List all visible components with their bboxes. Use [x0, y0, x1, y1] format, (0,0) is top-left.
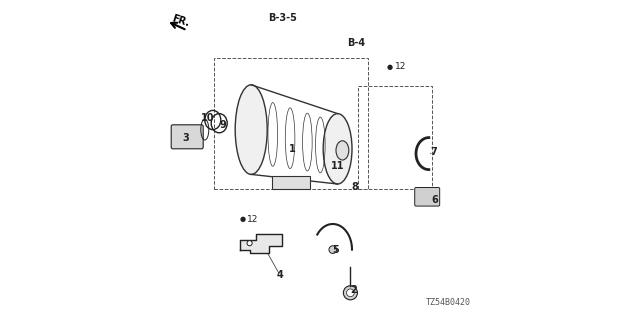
Text: 4: 4 [276, 270, 284, 280]
Text: 2: 2 [351, 284, 357, 295]
Text: 12: 12 [247, 215, 259, 224]
Text: ●: ● [387, 64, 393, 69]
Circle shape [329, 246, 337, 253]
Ellipse shape [236, 85, 268, 174]
Text: TZ54B0420: TZ54B0420 [426, 298, 470, 307]
FancyBboxPatch shape [172, 125, 204, 149]
Text: 7: 7 [430, 147, 437, 157]
Text: 12: 12 [396, 62, 406, 71]
Text: 5: 5 [332, 245, 339, 255]
Text: B-3-5: B-3-5 [268, 12, 297, 23]
FancyBboxPatch shape [415, 188, 440, 206]
Text: 9: 9 [220, 120, 227, 131]
Bar [358, 86, 432, 189]
Bar [272, 176, 310, 189]
Text: 11: 11 [331, 161, 344, 171]
Ellipse shape [336, 141, 349, 160]
Text: FR.: FR. [171, 13, 191, 28]
Circle shape [347, 289, 355, 297]
Polygon shape [240, 234, 282, 253]
Text: ●: ● [239, 216, 246, 222]
Text: 3: 3 [182, 132, 189, 143]
Circle shape [343, 286, 357, 300]
Text: B-4: B-4 [348, 38, 365, 48]
Ellipse shape [323, 114, 352, 184]
Circle shape [247, 241, 252, 246]
Text: 1: 1 [289, 144, 296, 154]
Text: 10: 10 [200, 113, 214, 124]
Text: 6: 6 [431, 195, 438, 205]
Bar [214, 58, 368, 189]
Text: 8: 8 [351, 182, 358, 192]
